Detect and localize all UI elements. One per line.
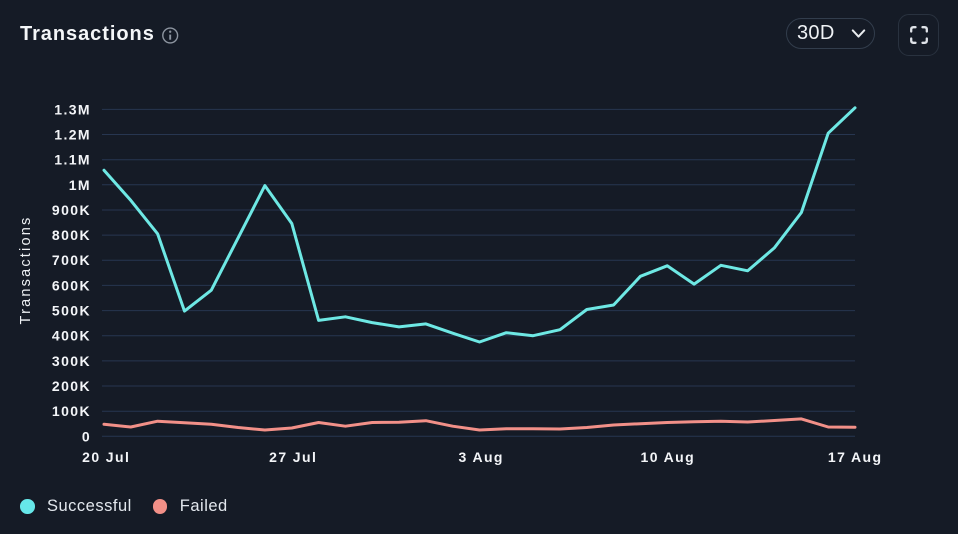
svg-text:100K: 100K xyxy=(52,403,91,419)
svg-text:17 Aug: 17 Aug xyxy=(828,449,883,465)
svg-text:800K: 800K xyxy=(52,227,91,243)
svg-text:1.3M: 1.3M xyxy=(54,101,91,117)
svg-text:400K: 400K xyxy=(52,328,91,344)
svg-text:600K: 600K xyxy=(52,277,91,293)
svg-text:1.1M: 1.1M xyxy=(54,152,91,168)
svg-text:10 Aug: 10 Aug xyxy=(641,449,696,465)
svg-text:900K: 900K xyxy=(52,202,91,218)
svg-text:500K: 500K xyxy=(52,303,91,319)
svg-text:300K: 300K xyxy=(52,353,91,369)
svg-text:Transactions: Transactions xyxy=(18,216,34,325)
svg-text:1M: 1M xyxy=(69,177,91,193)
svg-text:700K: 700K xyxy=(52,252,91,268)
svg-text:3 Aug: 3 Aug xyxy=(459,449,504,465)
svg-text:1.2M: 1.2M xyxy=(54,127,91,143)
svg-text:200K: 200K xyxy=(52,378,91,394)
svg-text:27 Jul: 27 Jul xyxy=(269,449,317,465)
svg-text:0: 0 xyxy=(82,428,91,444)
svg-text:20 Jul: 20 Jul xyxy=(82,449,130,465)
